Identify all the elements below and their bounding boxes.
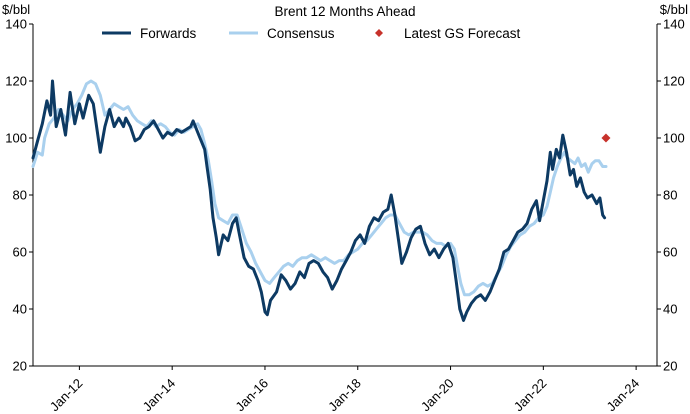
series-line-consensus [31, 79, 608, 297]
y-tick-label-left: 40 [13, 302, 27, 317]
y-tick-label-right: 140 [663, 17, 685, 32]
y-tick-label-right: 20 [663, 359, 677, 374]
y-tick-label-right: 80 [663, 188, 677, 203]
legend-label-gs-forecast: Latest GS Forecast [404, 26, 521, 41]
axes: 20 20 40 40 60 60 80 80 100 100 120 120 140 140 Jan-12… [5, 17, 684, 414]
legend-swatch-gs-forecast [375, 29, 383, 37]
y-tick-label-left: 140 [5, 17, 27, 32]
legend: Forwards Consensus Latest GS Forecast [102, 26, 521, 41]
legend-label-forwards: Forwards [140, 26, 197, 41]
series-line-forwards [31, 79, 607, 322]
x-tick-label: Jan-20 [418, 376, 457, 414]
y-axis-label-left: $/bbl [2, 2, 30, 17]
y-tick-label-left: 120 [5, 74, 27, 89]
x-tick-label: Jan-14 [140, 376, 179, 414]
chart-title: Brent 12 Months Ahead [274, 4, 415, 19]
x-tick-label: Jan-12 [47, 376, 86, 414]
marker-layer [601, 133, 611, 143]
y-tick-label-left: 20 [13, 359, 27, 374]
y-tick-label-right: 100 [663, 131, 685, 146]
legend-label-consensus: Consensus [267, 26, 335, 41]
y-tick-label-left: 60 [13, 245, 27, 260]
x-tick-label: Jan-16 [232, 376, 271, 414]
x-tick-label: Jan-18 [325, 376, 364, 414]
x-tick-label: Jan-24 [604, 376, 643, 414]
series-layer [31, 79, 608, 322]
y-tick-label-right: 120 [663, 74, 685, 89]
y-axis-label-right: $/bbl [660, 2, 688, 17]
x-tick-label: Jan-22 [511, 376, 550, 414]
gs-forecast-marker [601, 133, 611, 143]
y-tick-label-right: 40 [663, 302, 677, 317]
y-tick-label-left: 80 [13, 188, 27, 203]
y-tick-label-right: 60 [663, 245, 677, 260]
y-tick-label-left: 100 [5, 131, 27, 146]
